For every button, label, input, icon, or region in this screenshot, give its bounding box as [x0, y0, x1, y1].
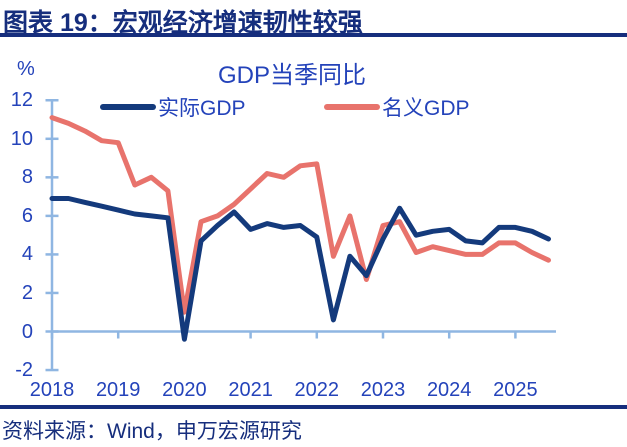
caption-divider: [0, 33, 627, 37]
y-tick-label: -2: [15, 359, 33, 382]
legend-label-nominal-gdp: 名义GDP: [382, 97, 470, 120]
y-tick-label: 2: [21, 281, 33, 304]
x-tick-label: 2024: [426, 379, 472, 401]
footer-divider: [0, 405, 627, 409]
legend-line-real-gdp: [100, 104, 156, 110]
y-axis-unit-label: %: [17, 58, 35, 80]
series-line-real-gdp: [49, 196, 551, 342]
y-tick-label: 10: [10, 127, 33, 150]
series-line-nominal-gdp: [49, 115, 551, 315]
y-tick-label: 8: [21, 166, 33, 189]
legend-line-nominal-gdp: [324, 104, 380, 110]
chart-title: GDP当季同比: [217, 62, 366, 89]
legend-label-real-gdp: 实际GDP: [158, 97, 246, 120]
legend-item-real-gdp: 实际GDP: [100, 94, 246, 120]
legend-item-nominal-gdp: 名义GDP: [324, 94, 470, 120]
y-tick-label: 4: [21, 243, 33, 266]
x-tick-label: 2020: [162, 379, 207, 401]
x-tick-label: 2019: [95, 379, 141, 401]
y-tick-label: 0: [21, 320, 33, 343]
x-tick-label: 2025: [493, 379, 538, 401]
x-tick-label: 2018: [29, 379, 75, 401]
y-tick-label: 12: [10, 89, 33, 112]
figure-caption: 图表 19：宏观经济增速韧性较强: [3, 9, 363, 37]
source-note: 资料来源：Wind，申万宏源研究: [2, 420, 302, 443]
x-tick-label: 2022: [294, 379, 340, 401]
x-tick-label: 2021: [228, 379, 273, 401]
y-tick-label: 6: [21, 204, 33, 227]
x-tick-label: 2023: [360, 379, 406, 401]
